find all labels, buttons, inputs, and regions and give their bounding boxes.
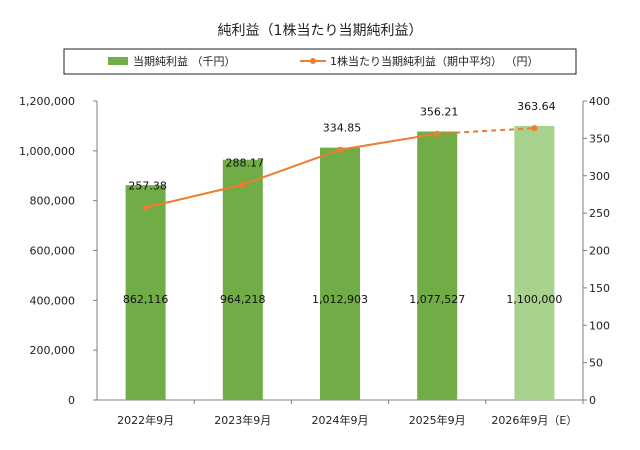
line-data-label: 363.64	[517, 100, 556, 113]
line-segment	[339, 132, 438, 151]
line-data-label: 288.17	[226, 157, 265, 170]
bar	[320, 147, 360, 400]
line-data-label: 356.21	[420, 106, 459, 119]
line-segment	[145, 183, 244, 209]
legend: 当期純利益 （千円） 1株当たり当期純利益（期中平均） （円）	[63, 48, 577, 75]
line-data-label: 334.85	[323, 122, 362, 135]
x-tick-label: 2023年9月	[214, 413, 271, 427]
legend-line-label: 1株当たり当期純利益（期中平均） （円）	[330, 54, 539, 68]
y-left-tick-label: 600,000	[30, 245, 76, 258]
y-left-tick-label: 1,000,000	[19, 145, 75, 158]
y-right-tick-label: 400	[589, 95, 610, 108]
y-right-tick-label: 200	[589, 245, 610, 258]
y-left-tick-label: 400,000	[30, 294, 76, 307]
line-segment	[242, 148, 341, 186]
bar-data-label: 1,100,000	[506, 293, 562, 306]
x-tick-label: 2026年9月（E）	[491, 413, 577, 427]
y-right-tick-label: 0	[589, 394, 596, 407]
line-point	[239, 181, 246, 188]
bar-data-label: 964,218	[220, 293, 266, 306]
bar-data-label: 862,116	[123, 293, 169, 306]
y-left-tick-label: 1,200,000	[19, 95, 75, 108]
bar	[125, 185, 166, 400]
line-point	[337, 146, 343, 153]
x-tick-label: 2025年9月	[409, 413, 466, 427]
x-tick-label: 2024年9月	[312, 413, 369, 427]
y-left-tick-label: 200,000	[30, 344, 76, 357]
y-right-tick-label: 300	[589, 170, 610, 183]
bar	[417, 131, 458, 401]
legend-bar-label: 当期純利益 （千円）	[133, 54, 236, 68]
bar	[514, 125, 555, 401]
line-segment	[437, 127, 535, 135]
chart-title: 純利益（1株当たり当期純利益）	[218, 23, 423, 39]
y-right-tick-label: 350	[589, 132, 610, 145]
y-left-tick-label: 800,000	[30, 195, 76, 208]
bar-data-label: 1,012,903	[312, 293, 368, 306]
line-point	[142, 204, 149, 211]
line-data-label: 257.38	[128, 180, 167, 193]
y-right-tick-label: 100	[589, 319, 610, 332]
x-tick-label: 2022年9月	[117, 413, 174, 427]
legend-box	[63, 48, 577, 75]
line-point	[434, 130, 441, 137]
bar	[222, 159, 263, 400]
plot-area: 0 200,000 400,000 600,000 800,000 1,000,000 1,…	[19, 95, 610, 427]
legend-bar-swatch	[108, 57, 128, 65]
y-right-tick-label: 150	[589, 282, 610, 295]
y-right-tick-label: 250	[589, 207, 610, 220]
y-left-tick-label: 0	[68, 394, 75, 407]
legend-line-marker	[310, 58, 316, 64]
line-point	[531, 125, 538, 132]
y-right-tick-label: 50	[589, 357, 603, 370]
bar-data-label: 1,077,527	[409, 293, 465, 306]
